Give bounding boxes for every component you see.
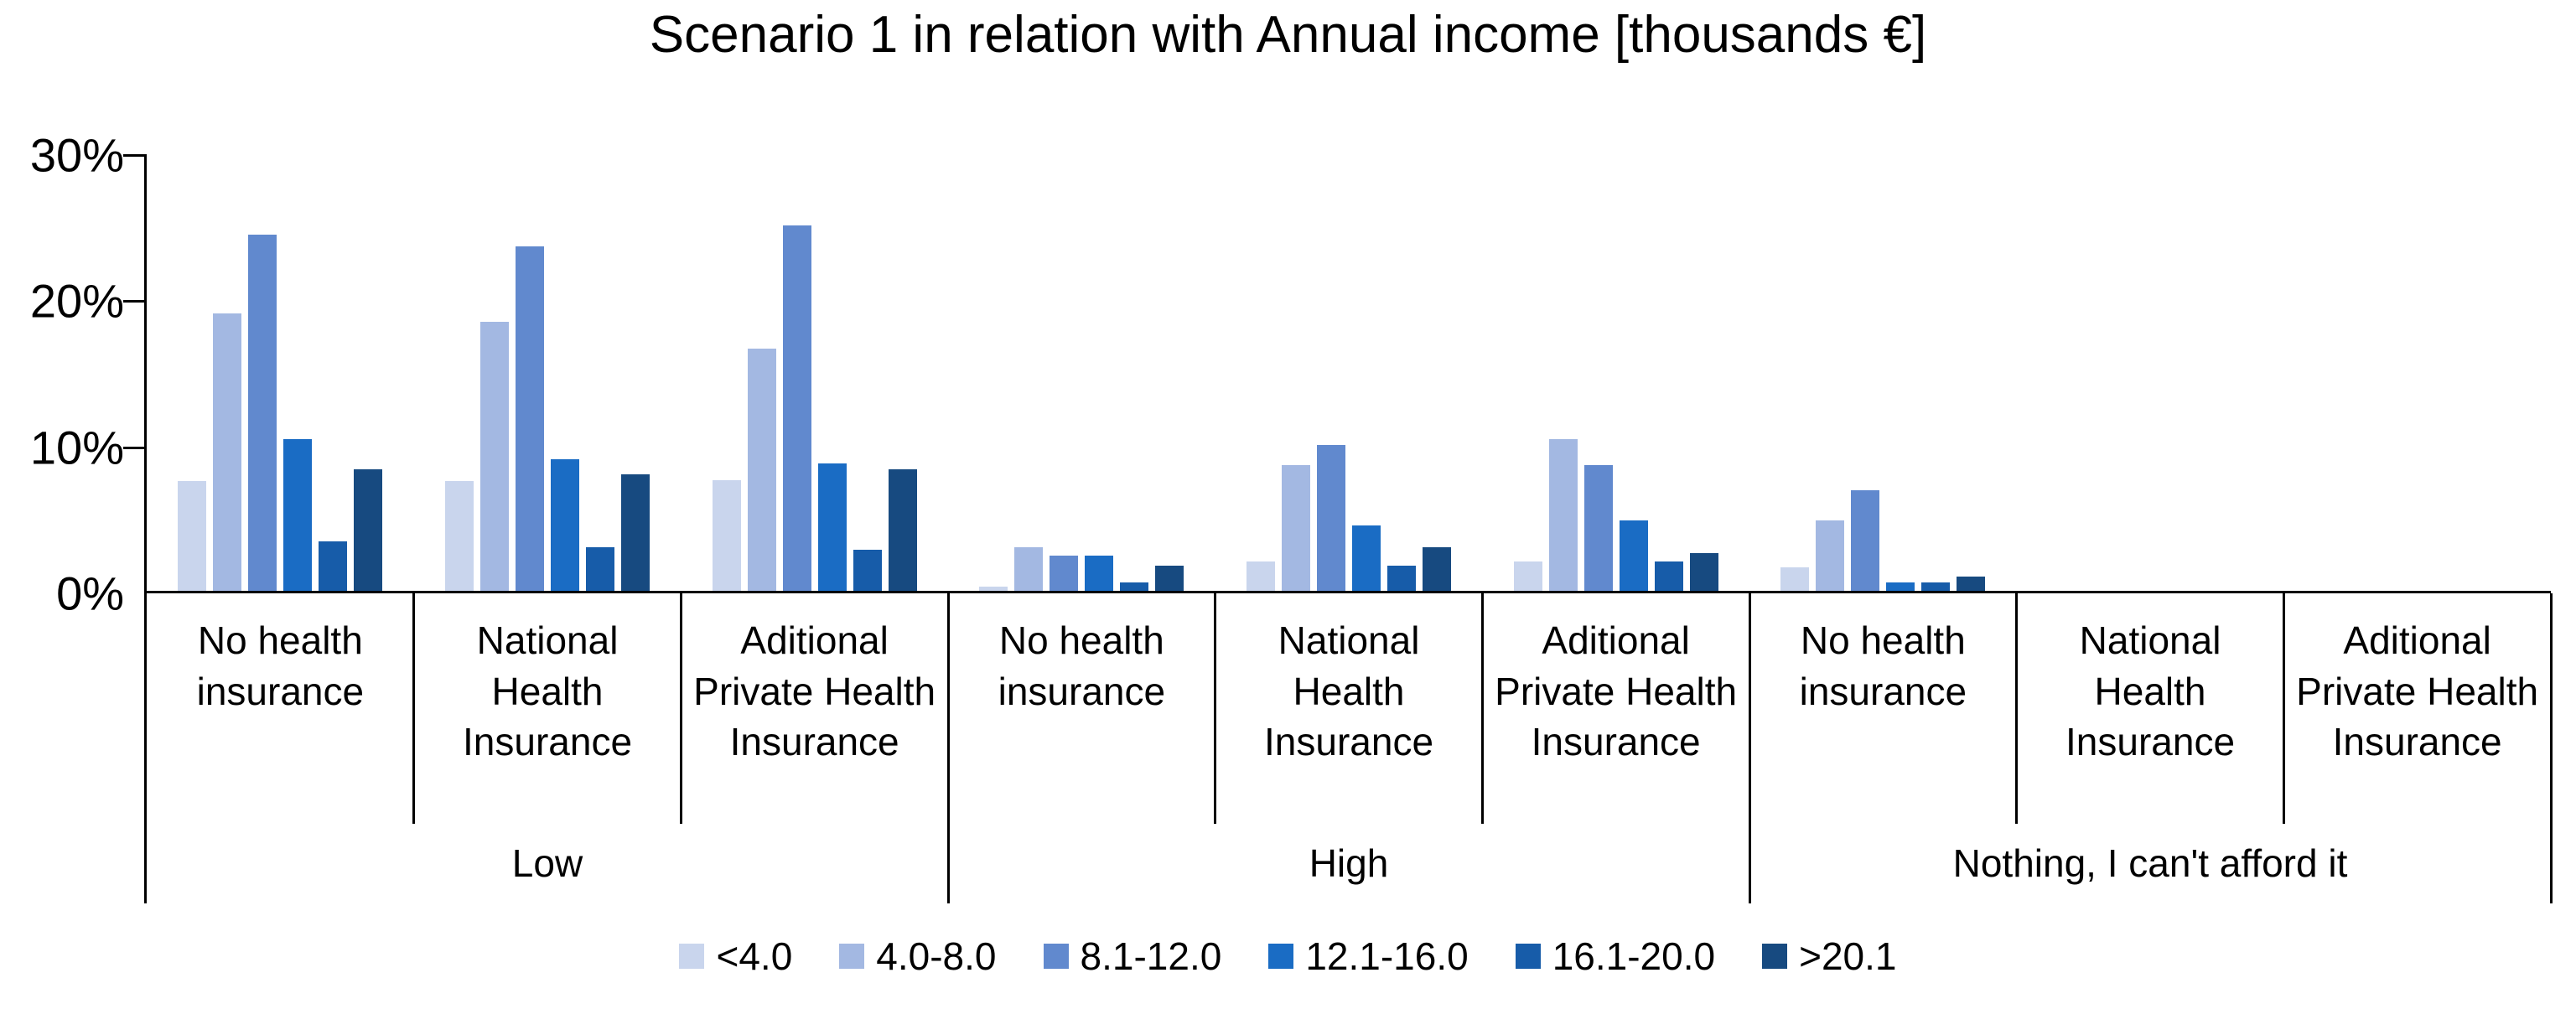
table-right-border (2549, 593, 2553, 903)
bar-4.0-8.0 (1282, 465, 1310, 591)
legend-item: <4.0 (679, 934, 792, 979)
legend-label: 12.1-16.0 (1305, 934, 1469, 978)
bar-8.1-12.0 (248, 235, 277, 591)
bar-12.1-16.0 (817, 463, 847, 591)
bar-<4.0 (1513, 561, 1542, 591)
bar->20.1 (888, 469, 917, 591)
category-label: National Health Insurance (1264, 618, 1434, 764)
legend-label: 4.0-8.0 (876, 934, 997, 978)
y-tick-label: 30% (29, 128, 124, 182)
category-label: No health insurance (1799, 618, 1967, 713)
category-separator (2015, 593, 2019, 824)
group-label: High (1309, 841, 1389, 885)
group-label: Nothing, I can't afford it (1952, 841, 2348, 885)
bar-16.1-20.0 (853, 550, 882, 591)
bar-4.0-8.0 (1548, 439, 1578, 591)
legend-label: 16.1-20.0 (1552, 934, 1716, 978)
y-tick (123, 300, 147, 303)
bar-4.0-8.0 (747, 349, 776, 591)
bar-16.1-20.0 (319, 541, 348, 591)
bar-12.1-16.0 (1352, 525, 1381, 591)
legend-item: 16.1-20.0 (1515, 934, 1716, 979)
bar->20.1 (621, 474, 650, 591)
legend-item: >20.1 (1762, 934, 1897, 979)
group-separator (946, 593, 950, 903)
x-axis-line (144, 591, 2551, 593)
legend-label: >20.1 (1799, 934, 1897, 978)
legend-label: 8.1-12.0 (1080, 934, 1222, 978)
legend-item: 8.1-12.0 (1043, 934, 1222, 979)
category-label: No health insurance (998, 618, 1166, 713)
bar->20.1 (1155, 566, 1184, 591)
bar-12.1-16.0 (1619, 520, 1648, 591)
group-label: Low (511, 841, 583, 885)
category-label: National Health Insurance (2065, 618, 2236, 764)
bar->20.1 (1689, 553, 1718, 591)
bar->20.1 (1423, 547, 1451, 591)
y-tick-label: 10% (29, 421, 124, 474)
legend-swatch-icon (1268, 944, 1294, 969)
group-separator (1748, 593, 1751, 903)
category-label: Aditional Private Health Insurance (693, 618, 936, 764)
bar-16.1-20.0 (1387, 566, 1416, 591)
bar-16.1-20.0 (1120, 582, 1149, 591)
category-label: No health insurance (196, 618, 365, 713)
y-tick (123, 446, 147, 449)
legend-swatch-icon (679, 944, 705, 969)
legend-swatch-icon (839, 944, 865, 969)
y-axis-line (144, 155, 147, 903)
y-tick-label: 20% (29, 274, 124, 328)
bar-16.1-20.0 (586, 547, 614, 591)
bar-<4.0 (1780, 567, 1810, 591)
category-separator (2282, 593, 2285, 824)
legend-swatch-icon (1515, 944, 1541, 969)
bar-16.1-20.0 (1654, 561, 1683, 591)
legend-swatch-icon (1762, 944, 1788, 969)
bar-12.1-16.0 (283, 439, 313, 591)
bar-12.1-16.0 (551, 459, 579, 591)
bar-<4.0 (178, 481, 207, 591)
bar-<4.0 (979, 587, 1008, 591)
bar-<4.0 (445, 481, 474, 591)
category-separator (412, 593, 416, 824)
bar-8.1-12.0 (1317, 445, 1345, 591)
bar-8.1-12.0 (1050, 556, 1079, 591)
category-label: Aditional Private Health Insurance (1495, 618, 1738, 764)
bar-12.1-16.0 (1085, 556, 1114, 591)
bar->20.1 (354, 469, 383, 591)
legend-label: <4.0 (716, 934, 793, 978)
category-separator (1480, 593, 1484, 824)
bar-<4.0 (712, 480, 741, 591)
chart-title: Scenario 1 in relation with Annual incom… (649, 6, 1927, 64)
legend-item: 4.0-8.0 (839, 934, 997, 979)
y-tick (123, 154, 147, 157)
category-separator (679, 593, 682, 824)
bar-16.1-20.0 (1921, 582, 1951, 591)
bar-<4.0 (1247, 561, 1275, 591)
bar-4.0-8.0 (480, 322, 509, 591)
bar-12.1-16.0 (1886, 582, 1915, 591)
bar-8.1-12.0 (1583, 465, 1613, 591)
bar-4.0-8.0 (213, 313, 242, 591)
bar-4.0-8.0 (1816, 520, 1845, 591)
bar-8.1-12.0 (1851, 490, 1880, 591)
category-label: National Health Insurance (463, 618, 633, 764)
category-separator (1214, 593, 1217, 824)
bar-4.0-8.0 (1014, 547, 1044, 591)
legend-item: 12.1-16.0 (1268, 934, 1469, 979)
bar->20.1 (1957, 577, 1986, 591)
category-label: Aditional Private Health Insurance (2296, 618, 2539, 764)
y-tick-label: 0% (56, 567, 124, 620)
legend-swatch-icon (1043, 944, 1069, 969)
bar-8.1-12.0 (782, 225, 811, 591)
legend: <4.0 4.0-8.0 8.1-12.0 12.1-16.0 16.1-20.0 >20… (0, 934, 2576, 979)
bar-8.1-12.0 (516, 246, 544, 591)
